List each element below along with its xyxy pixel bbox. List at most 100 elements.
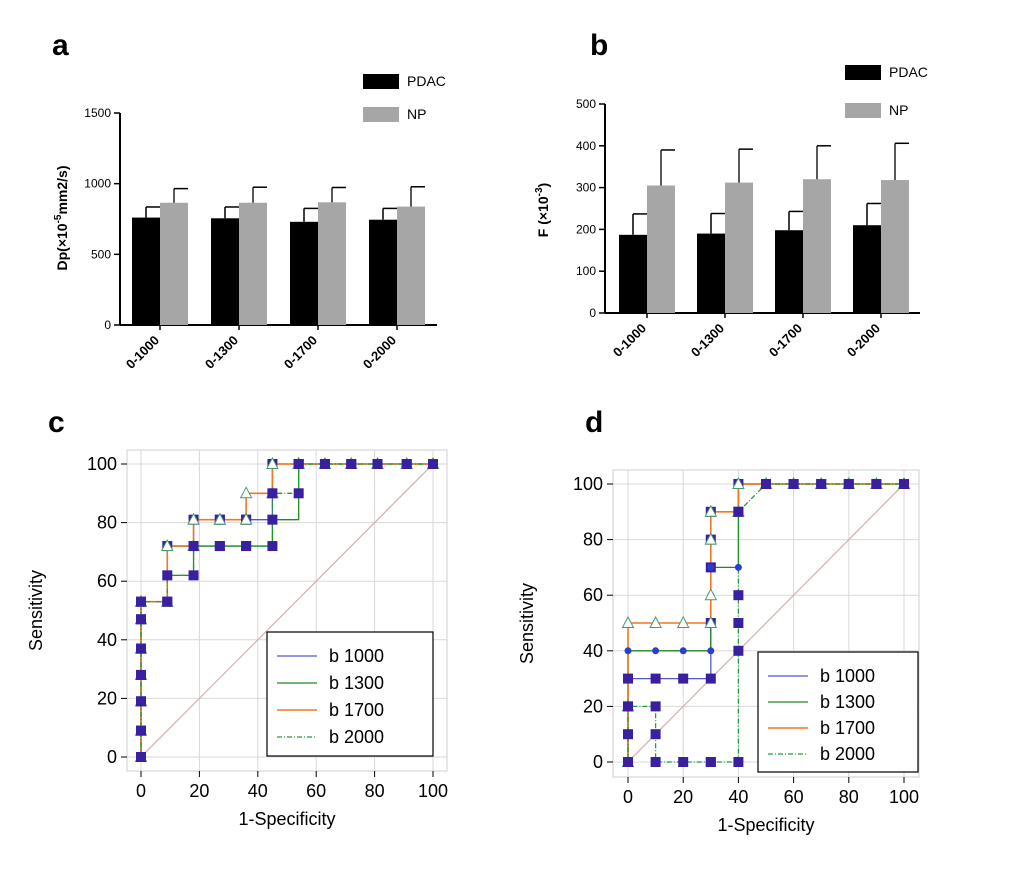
roc-point-b-1000: [623, 673, 633, 684]
x-tick-label: 40: [728, 787, 748, 807]
roc-point-b-2000: [136, 696, 146, 707]
panel-letter-a: a: [52, 29, 69, 62]
bar-pdac-0-2000: [369, 219, 397, 325]
roc-point-b-1000: [650, 673, 661, 684]
bar-np-0-1700: [803, 179, 831, 313]
roc-point-b-1700: [266, 456, 279, 469]
legend-swatch-np: [363, 107, 399, 122]
roc-chart-c: 00 20 20 40 40 60 60 80 80 100 100 1-Specificity Sen…: [26, 449, 448, 829]
x-tick-label: 0-2000: [360, 333, 399, 372]
roc-point-b-2000: [401, 459, 412, 469]
legend-label-np: NP: [407, 106, 426, 122]
roc-point-b-2000: [623, 757, 633, 767]
roc-point-b-1700: [649, 615, 662, 628]
roc-point-b-2000: [428, 459, 438, 469]
bar-np-0-2000: [397, 206, 425, 325]
y-tick-label: 500: [91, 247, 111, 261]
y-tick-label: 60: [583, 585, 603, 605]
roc-point-b-2000: [214, 541, 225, 552]
legend-box: [757, 651, 919, 773]
legend-label-b-2000: b 2000: [820, 744, 875, 764]
roc-point-b-2000: [293, 459, 304, 469]
roc-point-b-2000: [162, 570, 173, 581]
legend-label-np: NP: [889, 102, 908, 118]
roc-point-b-2000: [136, 752, 146, 762]
panel-letter-c: c: [48, 406, 65, 439]
roc-point-b-1300: [707, 647, 715, 655]
legend-label-b-1300: b 1300: [329, 673, 384, 693]
legend-swatch-pdac: [363, 74, 399, 89]
legend-swatch-pdac: [845, 65, 881, 80]
roc-point-b-2000: [372, 459, 383, 469]
x-tick-label: 20: [673, 787, 693, 807]
roc-point-b-2000: [871, 479, 882, 489]
y-tick-label: 20: [97, 688, 117, 708]
legend-box: [266, 631, 434, 757]
x-tick-label: 0-1700: [766, 321, 805, 360]
bar-pdac-0-1000: [619, 234, 647, 313]
roc-point-b-2000: [733, 645, 744, 656]
y-tick-label: 100: [576, 264, 596, 278]
roc-point-b-2000: [293, 488, 304, 499]
x-tick-label: 0-1300: [688, 321, 727, 360]
y-tick-label: 80: [583, 530, 603, 550]
y-tick-label: 1000: [84, 177, 111, 191]
legend-label-b-1700: b 1700: [329, 700, 384, 720]
y-tick-label: 300: [576, 181, 596, 195]
roc-point-b-1000: [678, 673, 689, 684]
legend-swatch-np: [845, 103, 881, 118]
y-tick-label: 0: [104, 318, 111, 332]
bar-np-0-1700: [318, 202, 346, 325]
x-tick-label: 20: [189, 781, 209, 801]
reference-diagonal: [627, 483, 905, 763]
bar-pdac-0-1300: [211, 218, 239, 325]
x-tick-label: 0-1000: [610, 321, 649, 360]
panel-letter-d: d: [585, 406, 603, 439]
roc-point-b-2000: [761, 479, 771, 489]
roc-line-b-2000: [140, 463, 433, 757]
roc-point-b-1300: [734, 563, 742, 571]
bar-np-0-1300: [725, 182, 753, 313]
x-axis-label: 1-Specificity: [238, 809, 335, 829]
y-axis-label: Sensitivity: [26, 570, 46, 651]
roc-point-b-1300: [707, 563, 715, 571]
y-tick-label: 0: [107, 747, 117, 767]
x-tick-label: 80: [839, 787, 859, 807]
y-axis-label: Dp(×10-5mm2/s): [53, 165, 70, 270]
roc-point-b-2000: [188, 541, 199, 552]
x-tick-label: 0: [136, 781, 146, 801]
roc-point-b-2000: [346, 459, 357, 469]
bar-chart-f: PDAC NP F (×10-3) 0 100 200 300 400 500 0-1000…: [534, 64, 928, 360]
roc-point-b-1700: [239, 486, 253, 499]
y-tick-label: 40: [583, 641, 603, 661]
x-tick-label: 100: [418, 781, 448, 801]
legend-label-b-1000: b 1000: [820, 666, 875, 686]
roc-point-b-2000: [623, 701, 633, 712]
roc-point-b-2000: [623, 729, 633, 740]
roc-point-b-1700: [160, 538, 174, 552]
x-tick-label: 0-2000: [844, 321, 883, 360]
y-tick-label: 0: [593, 752, 603, 772]
reference-diagonal: [140, 463, 434, 758]
roc-point-b-2000: [678, 757, 689, 767]
legend-label-b-1700: b 1700: [820, 718, 875, 738]
roc-point-b-2000: [650, 729, 661, 740]
roc-point-b-1000: [705, 673, 716, 684]
x-tick-label: 0: [623, 787, 633, 807]
x-axis-label: 1-Specificity: [717, 815, 814, 835]
roc-point-b-2000: [650, 701, 661, 712]
bar-pdac-0-2000: [853, 225, 881, 313]
roc-point-b-1700: [704, 532, 718, 545]
legend-label-pdac: PDAC: [889, 64, 928, 80]
bar-np-0-1300: [239, 202, 267, 325]
legend-label-pdac: PDAC: [407, 73, 446, 89]
y-tick-label: 200: [576, 222, 596, 236]
roc-point-b-1300: [652, 647, 660, 655]
roc-point-b-1700: [704, 588, 718, 601]
roc-point-b-1700: [704, 615, 718, 628]
roc-point-b-1000: [267, 514, 278, 525]
x-tick-label: 80: [365, 781, 385, 801]
roc-point-b-2000: [650, 757, 661, 767]
roc-point-b-2000: [136, 614, 146, 625]
roc-point-b-1700: [187, 512, 200, 525]
